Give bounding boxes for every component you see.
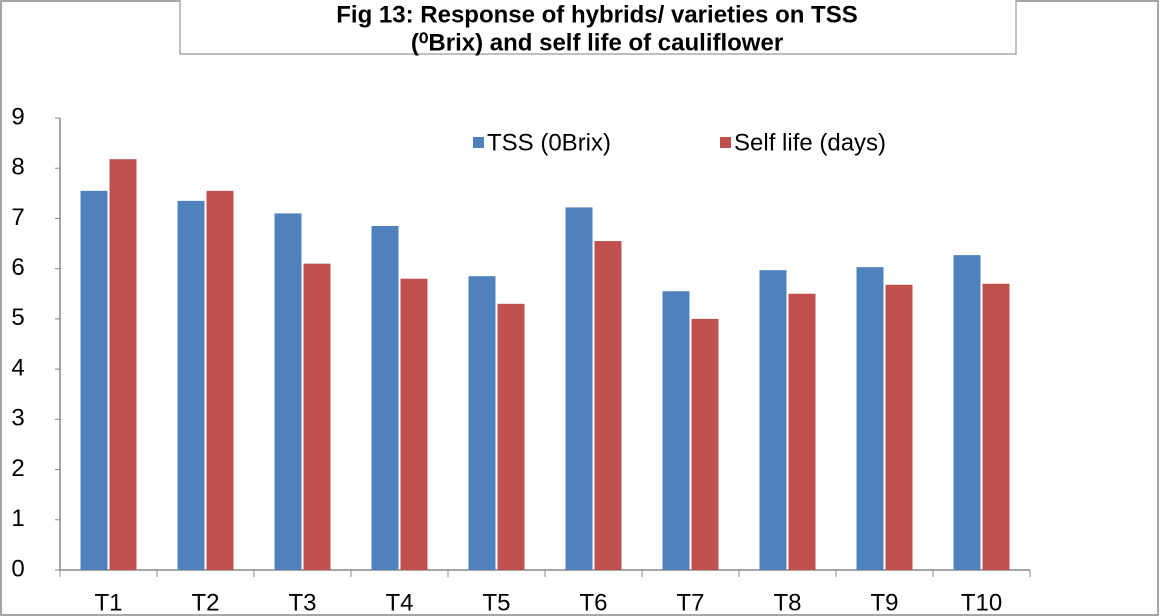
bar (594, 241, 622, 571)
bar (206, 190, 234, 571)
x-tick-label: T1 (94, 589, 122, 616)
legend-label: Self life (days) (734, 129, 886, 156)
y-tick-label: 5 (11, 304, 24, 331)
bar (109, 159, 137, 570)
bar (400, 278, 428, 570)
y-tick-label: 2 (11, 455, 24, 482)
legend-swatch (473, 137, 484, 148)
bar (856, 267, 884, 570)
y-tick-label: 1 (11, 505, 24, 532)
y-tick-label: 9 (11, 103, 24, 130)
y-tick-label: 3 (11, 405, 24, 432)
x-tick-label: T2 (191, 589, 219, 616)
bar (759, 270, 787, 570)
bar (468, 276, 496, 570)
x-tick-label: T3 (288, 589, 316, 616)
y-tick-label: 8 (11, 154, 24, 181)
y-tick-label: 0 (11, 555, 24, 582)
bar (788, 293, 816, 570)
chart-title: (⁰Brix) and self life of cauliflower (411, 29, 783, 56)
bar (371, 225, 399, 570)
y-tick-label: 6 (11, 254, 24, 281)
bar (953, 255, 981, 570)
x-tick-label: T10 (961, 589, 1002, 616)
x-tick-label: T5 (482, 589, 510, 616)
title-box (179, 0, 1017, 55)
x-tick-label: T4 (385, 589, 413, 616)
bar (177, 200, 205, 570)
bar (80, 190, 108, 571)
legend-label: TSS (0Brix) (487, 129, 611, 156)
chart-title: Fig 13: Response of hybrids/ varieties o… (336, 1, 857, 28)
bar (565, 207, 593, 570)
x-tick-label: T6 (579, 589, 607, 616)
x-tick-label: T9 (870, 589, 898, 616)
y-tick-label: 4 (11, 354, 24, 381)
bar (982, 283, 1010, 570)
x-tick-label: T8 (773, 589, 801, 616)
x-tick-label: T7 (676, 589, 704, 616)
bar (691, 318, 719, 570)
y-tick-label: 7 (11, 204, 24, 231)
bar (497, 303, 525, 570)
bar (662, 291, 690, 570)
bar (303, 263, 331, 570)
bar (885, 284, 913, 570)
legend-swatch (720, 137, 731, 148)
bar (274, 213, 302, 570)
